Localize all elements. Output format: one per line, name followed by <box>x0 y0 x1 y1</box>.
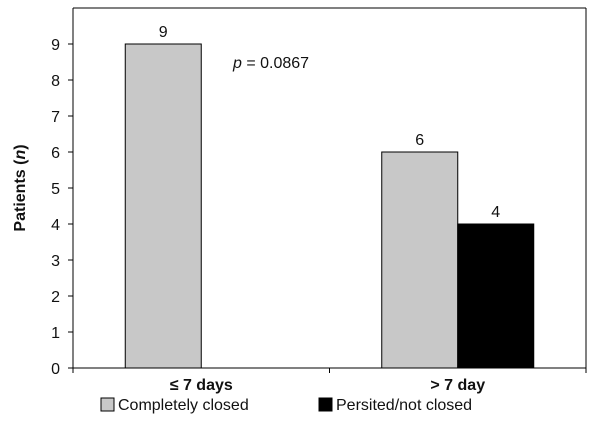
y-tick-label: 1 <box>51 325 60 342</box>
y-axis-title: Patients (n) <box>12 144 29 231</box>
x-category-label: ≤ 7 days <box>170 377 233 394</box>
legend: Completely closed Persited/not closed <box>100 397 472 414</box>
bar <box>381 151 459 369</box>
y-axis-label: Patients (n) <box>12 144 29 231</box>
category-labels: ≤ 7 days > 7 day <box>170 377 485 394</box>
bar-value-label: 4 <box>491 204 500 221</box>
y-tick-label: 4 <box>51 217 60 234</box>
y-tick-label: 9 <box>51 37 60 54</box>
legend-label: Completely closed <box>118 397 249 414</box>
legend-swatch <box>100 397 115 412</box>
y-tick-label: 7 <box>51 109 60 126</box>
bar <box>457 223 535 369</box>
y-tick-label: 6 <box>51 145 60 162</box>
x-category-label: > 7 day <box>430 377 485 394</box>
legend-label: Persited/not closed <box>336 397 472 414</box>
bar <box>124 43 202 369</box>
y-tick-label: 8 <box>51 73 60 90</box>
bar-value-label: 9 <box>159 24 168 41</box>
bar-value-label: 6 <box>415 132 424 149</box>
data-labels: 9 6 4 <box>159 24 501 221</box>
y-tick-label: 5 <box>51 181 60 198</box>
y-tick-label: 3 <box>51 253 60 270</box>
bars <box>124 43 535 369</box>
p-value-annotation: p = 0.0867 <box>232 55 309 72</box>
y-axis-ticks: 0 1 2 3 4 5 6 7 8 9 <box>51 37 73 378</box>
y-tick-label: 0 <box>51 361 60 378</box>
legend-swatch <box>318 397 333 412</box>
y-tick-label: 2 <box>51 289 60 306</box>
